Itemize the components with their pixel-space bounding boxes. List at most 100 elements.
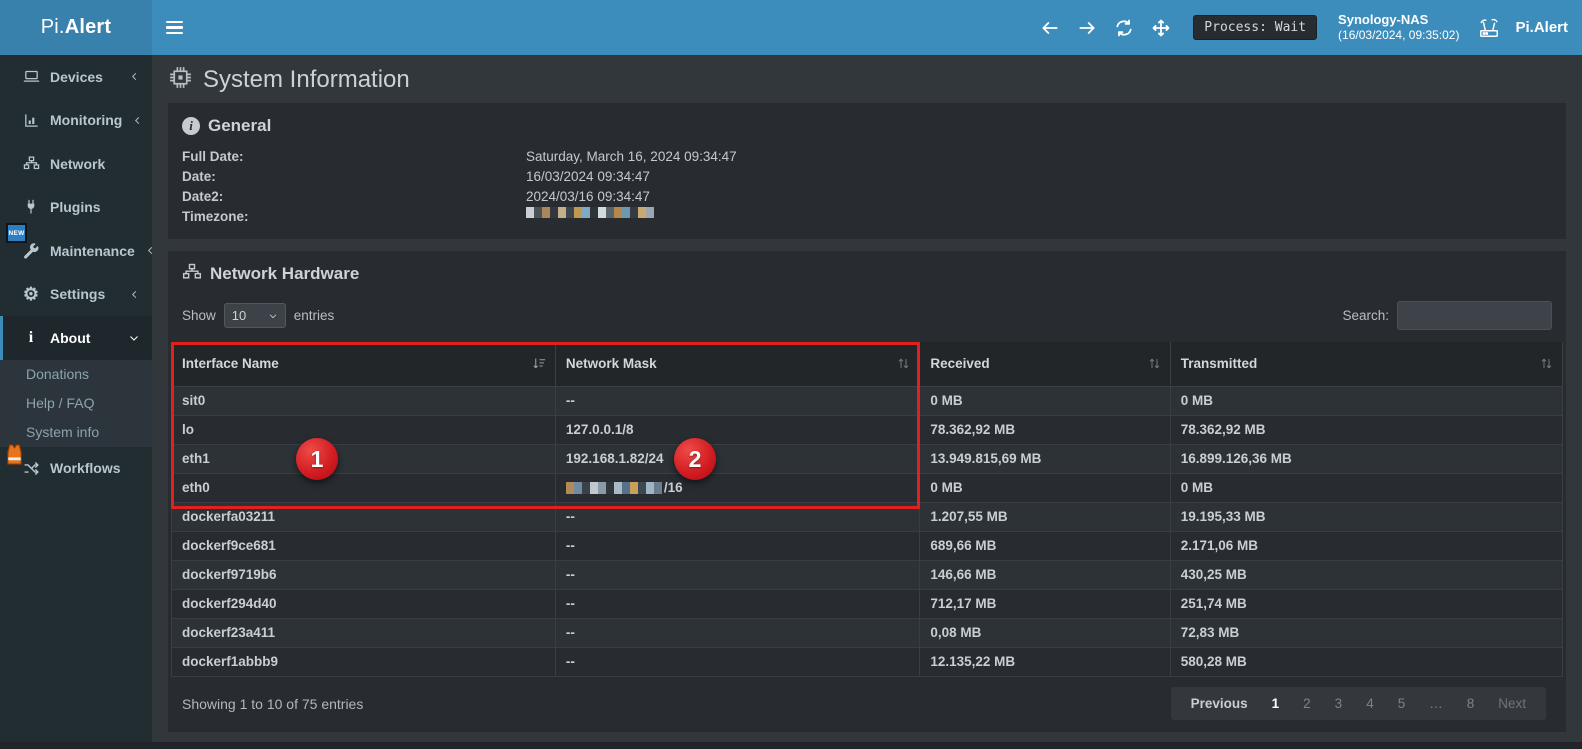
- general-row-date2: Date2: 2024/03/16 09:34:47: [182, 189, 650, 204]
- cell-interface-name: dockerfa03211: [171, 501, 556, 532]
- column-header-interface-name[interactable]: Interface Name: [171, 342, 556, 387]
- main-content: System Information i General Full Date: S…: [152, 55, 1582, 742]
- sitemap-icon: [22, 155, 40, 172]
- cell-interface-name: eth1: [171, 443, 556, 474]
- navbar: Process: Wait Synology-NAS (16/03/2024, …: [152, 0, 1582, 55]
- cell-transmitted: 2.171,06 MB: [1169, 530, 1564, 561]
- chevron-left-icon: [145, 245, 156, 256]
- wrench-icon: [22, 243, 40, 259]
- move-icon[interactable]: [1150, 17, 1172, 39]
- page-size-select[interactable]: 10: [223, 303, 286, 328]
- pagination-previous[interactable]: Previous: [1190, 695, 1248, 711]
- sidebar-subitem-help-faq[interactable]: Help / FAQ: [26, 395, 95, 411]
- sidebar-item-monitoring[interactable]: Monitoring: [0, 99, 152, 143]
- cell-received: 0 MB: [919, 385, 1171, 416]
- general-panel: i General Full Date: Saturday, March 16, …: [168, 103, 1566, 239]
- sort-both-icon: [896, 356, 911, 371]
- cell-transmitted: 72,83 MB: [1169, 617, 1564, 648]
- annotation-badge-2: 2: [674, 438, 716, 480]
- sidebar: Devices Monitoring Network Plugins NEW M…: [0, 55, 153, 742]
- brand-label[interactable]: Pi.Alert: [1515, 19, 1568, 36]
- cell-transmitted: 78.362,92 MB: [1169, 414, 1564, 445]
- chevron-left-icon: [129, 289, 140, 300]
- show-label: Show: [182, 308, 216, 323]
- search-input[interactable]: [1397, 301, 1552, 330]
- chart-icon: [22, 112, 40, 129]
- cell-received: 146,66 MB: [919, 559, 1171, 590]
- sidebar-toggle-button[interactable]: [166, 17, 192, 39]
- cell-received: 12.135,22 MB: [919, 646, 1171, 677]
- pagination-page-8[interactable]: 8: [1466, 695, 1475, 711]
- pagination-page-1[interactable]: 1: [1271, 695, 1280, 711]
- chevron-down-icon: [268, 311, 278, 321]
- host-timestamp: (16/03/2024, 09:35:02): [1338, 28, 1460, 43]
- sidebar-item-plugins[interactable]: Plugins: [0, 186, 152, 230]
- top-navbar: Pi. Alert Process: Wait Synology-N: [0, 0, 1582, 55]
- pagination-page-2[interactable]: 2: [1303, 695, 1311, 711]
- mask-redacted-value: [565, 482, 662, 495]
- logo-prefix: Pi.: [40, 16, 65, 38]
- sort-both-icon: [1539, 356, 1554, 371]
- column-header-received[interactable]: Received: [919, 342, 1171, 387]
- chevron-left-icon: [129, 71, 140, 82]
- table-row: dockerf23a411 -- 0,08 MB 72,83 MB: [171, 617, 1564, 648]
- cell-received: 1.207,55 MB: [919, 501, 1171, 532]
- gear-icon: ⚙: [22, 283, 40, 304]
- cell-network-mask: --: [554, 588, 921, 619]
- column-header-network-mask[interactable]: Network Mask: [554, 342, 921, 387]
- host-info: Synology-NAS (16/03/2024, 09:35:02): [1338, 12, 1459, 43]
- pagination-page-3[interactable]: 3: [1334, 695, 1343, 711]
- cell-interface-name: dockerf9ce681: [171, 530, 556, 561]
- table-row: dockerf294d40 -- 712,17 MB 251,74 MB: [171, 588, 1564, 619]
- sidebar-item-about[interactable]: i About: [0, 316, 152, 360]
- cell-network-mask: --: [554, 617, 921, 648]
- process-status-badge: Process: Wait: [1193, 15, 1318, 40]
- cell-interface-name: lo: [171, 414, 556, 445]
- cell-network-mask: --: [554, 559, 921, 590]
- pagination: Previous 1 2 3 4 5 … 8 Next: [1170, 686, 1546, 720]
- microchip-icon: [168, 65, 193, 95]
- refresh-icon[interactable]: [1113, 17, 1135, 39]
- column-header-transmitted[interactable]: Transmitted: [1169, 342, 1564, 387]
- cell-interface-name: dockerf23a411: [171, 617, 556, 648]
- table-row: dockerf1abbb9 -- 12.135,22 MB 580,28 MB: [171, 646, 1564, 677]
- pagination-next[interactable]: Next: [1498, 695, 1526, 711]
- chevron-down-icon: [128, 332, 140, 344]
- general-row-date: Date: 16/03/2024 09:34:47: [182, 169, 650, 184]
- forward-arrow-icon[interactable]: [1076, 17, 1098, 39]
- sort-desc-icon: [532, 356, 547, 371]
- annotation-badge-1: 1: [296, 438, 338, 480]
- cell-interface-name: eth0: [171, 472, 556, 503]
- cell-transmitted: 19.195,33 MB: [1169, 501, 1564, 532]
- cell-interface-name: dockerf294d40: [171, 588, 556, 619]
- info-circle-icon: i: [182, 117, 200, 135]
- network-hardware-panel: Network Hardware Show 10 entries Search:: [168, 251, 1566, 732]
- cell-network-mask: 127.0.0.1/8: [554, 414, 921, 445]
- app-logo[interactable]: Pi. Alert: [0, 0, 152, 55]
- sidebar-subitem-system-info[interactable]: System info: [26, 424, 100, 440]
- pagination-ellipsis[interactable]: …: [1429, 695, 1443, 711]
- cell-interface-name: dockerf9719b6: [171, 559, 556, 590]
- sitemap-icon: [182, 262, 202, 287]
- table-row: dockerf9719b6 -- 146,66 MB 430,25 MB: [171, 559, 1564, 590]
- cell-interface-name: sit0: [171, 385, 556, 416]
- page-title: System Information: [203, 66, 410, 93]
- pagination-page-5[interactable]: 5: [1397, 695, 1406, 711]
- laptop-icon: [22, 68, 40, 85]
- sidebar-item-devices[interactable]: Devices: [0, 55, 152, 99]
- cell-network-mask: --: [554, 501, 921, 532]
- sidebar-item-network[interactable]: Network: [0, 142, 152, 186]
- sidebar-item-workflows[interactable]: Workflows: [0, 443, 152, 491]
- router-icon: [1478, 17, 1500, 39]
- sidebar-item-maintenance[interactable]: NEW Maintenance: [0, 223, 153, 273]
- sidebar-subitem-donations[interactable]: Donations: [26, 366, 90, 382]
- sidebar-item-settings[interactable]: ⚙ Settings: [0, 273, 152, 317]
- pagination-page-4[interactable]: 4: [1366, 695, 1374, 711]
- network-hardware-table: Interface Name Network Mask Received: [171, 342, 1564, 677]
- cell-transmitted: 0 MB: [1169, 385, 1564, 416]
- back-arrow-icon[interactable]: [1039, 17, 1061, 39]
- about-submenu: Donations Help / FAQ System info: [0, 359, 152, 447]
- entries-label: entries: [293, 308, 335, 323]
- logo-suffix: Alert: [64, 16, 112, 38]
- search-label: Search:: [1342, 308, 1389, 323]
